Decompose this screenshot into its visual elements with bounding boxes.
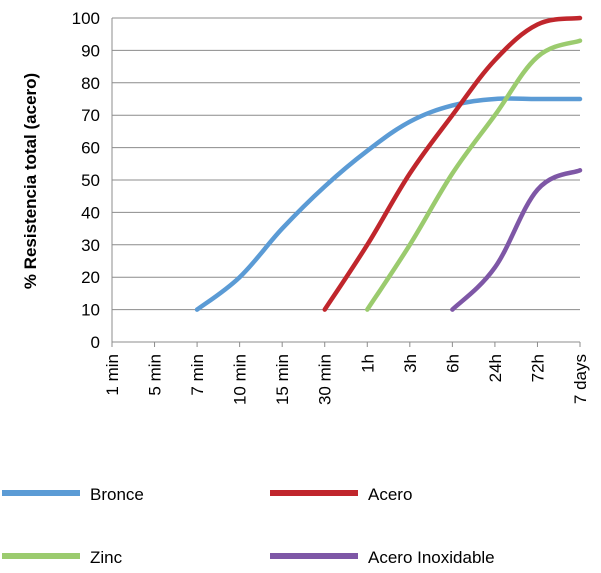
y-tick-label: 30 — [81, 236, 100, 255]
y-gridlines — [112, 17, 580, 311]
legend-label-acero-inoxidable: Acero Inoxidable — [368, 548, 495, 567]
legend-label-zinc: Zinc — [90, 548, 123, 567]
y-tick-label: 10 — [81, 301, 100, 320]
x-tick-label: 24h — [486, 354, 505, 382]
y-tick-label: 70 — [81, 106, 100, 125]
legend-label-bronce: Bronce — [90, 485, 144, 504]
y-axis-label: % Resistencia total (acero) — [21, 73, 40, 289]
x-tick-label: 1 min — [103, 354, 122, 396]
y-tick-label: 60 — [81, 139, 100, 158]
x-tick-label: 3h — [401, 354, 420, 373]
x-tick-label: 6h — [443, 354, 462, 373]
x-tick-label: 7 min — [188, 354, 207, 396]
legend-swatch-bronce — [2, 490, 80, 496]
series-line-zinc — [365, 38, 583, 312]
y-tick-labels: 0 10 20 30 40 50 60 70 80 90 100 — [72, 9, 100, 352]
y-tick-label: 20 — [81, 268, 100, 287]
y-tick-label: 80 — [81, 74, 100, 93]
series-lines — [194, 15, 583, 312]
legend-swatch-zinc — [2, 553, 80, 559]
legend-label-acero: Acero — [368, 485, 412, 504]
x-tick-label: 7 days — [571, 354, 590, 404]
x-tick-label: 30 min — [316, 354, 335, 405]
x-tick-label: 5 min — [146, 354, 165, 396]
legend: Bronce Acero Zinc Acero Inoxidable — [2, 485, 495, 567]
axes — [111, 18, 581, 347]
series-line-acero-inoxidable — [450, 168, 583, 312]
legend-swatch-acero — [270, 490, 358, 496]
x-tick-label: 10 min — [231, 354, 250, 405]
y-tick-label: 90 — [81, 41, 100, 60]
series-line-acero — [322, 15, 583, 312]
legend-swatch-acero-inoxidable — [270, 553, 358, 559]
x-tick-label: 15 min — [273, 354, 292, 405]
x-tick-labels: 1 min 5 min 7 min 10 min 15 min 30 min 1h 3h 6h 2… — [103, 354, 590, 405]
y-tick-label: 0 — [91, 333, 100, 352]
y-tick-label: 50 — [81, 171, 100, 190]
x-tick-label: 72h — [528, 354, 547, 382]
y-tick-label: 100 — [72, 9, 100, 28]
series-line-bronce — [194, 96, 583, 312]
y-tick-label: 40 — [81, 203, 100, 222]
x-tick-label: 1h — [358, 354, 377, 373]
